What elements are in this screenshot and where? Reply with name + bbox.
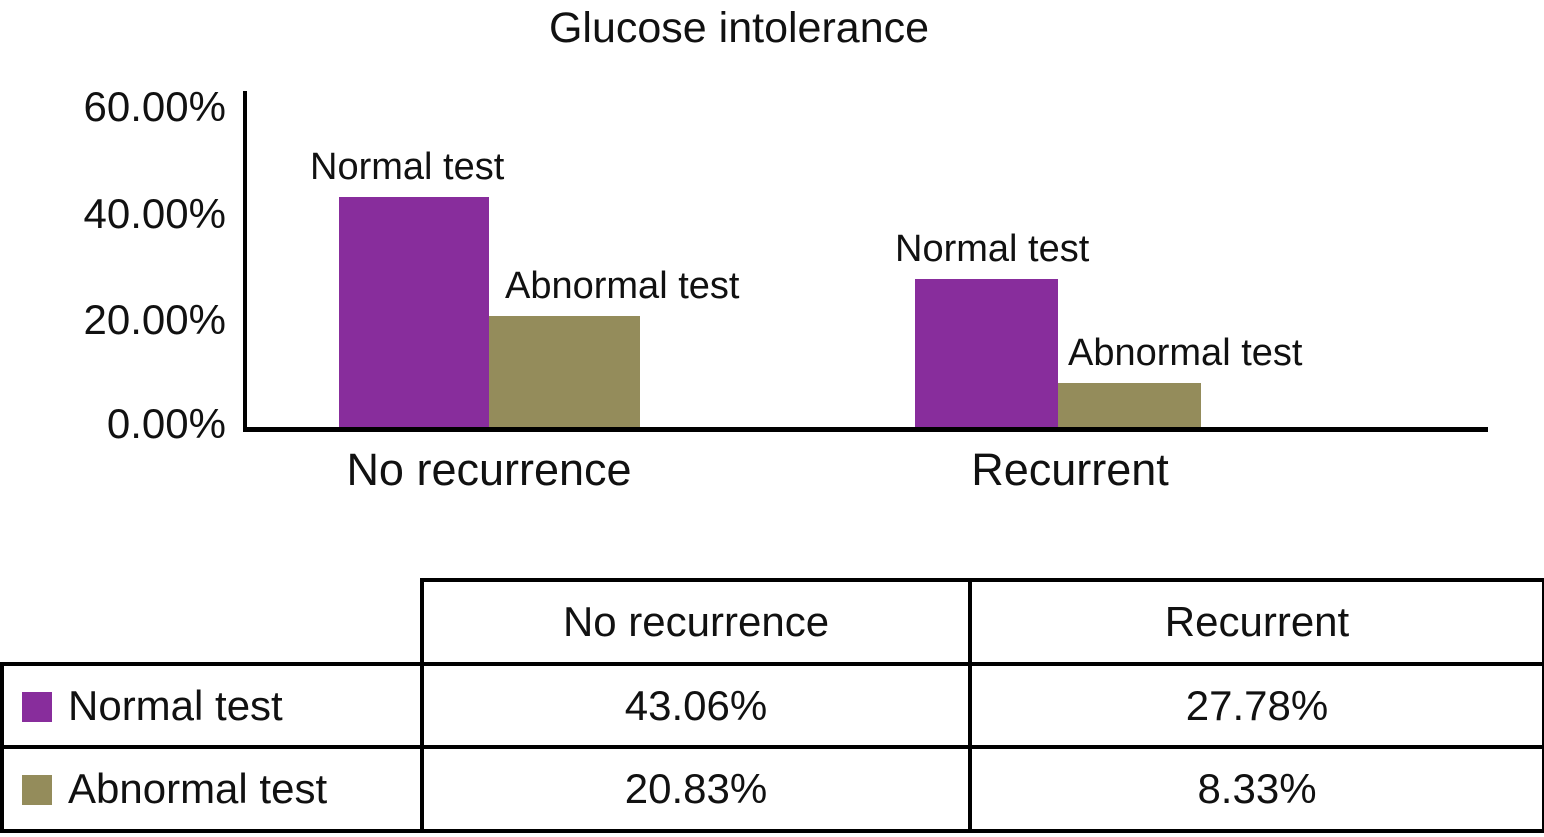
bar-label-abnormal-test-2: Abnormal test — [1068, 332, 1303, 374]
y-tick-20: 20.00% — [83, 296, 226, 343]
x-category-recurrent: Recurrent — [971, 444, 1169, 495]
table-row-abnormal-test: Abnormal test 20.83% 8.33% — [0, 745, 1544, 833]
row-label-cell-abnormal-test: Abnormal test — [0, 745, 424, 833]
value-normal-no-recurrence: 43.06% — [420, 662, 972, 749]
table-row-normal-test: Normal test 43.06% 27.78% — [0, 662, 1544, 749]
y-tick-40: 40.00% — [83, 190, 226, 237]
chart-title: Glucose intolerance — [548, 4, 930, 52]
bar-label-abnormal-test-1: Abnormal test — [505, 265, 740, 307]
y-tick-60: 60.00% — [83, 83, 226, 130]
value-normal-recurrent: 27.78% — [968, 662, 1544, 749]
plot-area: Normal test Abnormal test Normal test Ab… — [310, 146, 1303, 427]
y-axis-line — [243, 91, 247, 431]
bar-no-recurrence-abnormal-test — [489, 316, 640, 427]
normal-test-legend-swatch — [22, 691, 52, 722]
value-abnormal-recurrent: 8.33% — [968, 745, 1544, 833]
value-abnormal-no-recurrence: 20.83% — [420, 745, 972, 833]
table-header-row: No recurrence Recurrent — [2, 578, 1544, 666]
y-tick-0: 0.00% — [106, 400, 226, 447]
table-corner-cell — [2, 580, 422, 664]
abnormal-test-legend-swatch — [22, 775, 52, 805]
bar-label-normal-test-2: Normal test — [895, 228, 1090, 270]
bar-no-recurrence-normal-test — [339, 197, 489, 427]
data-table: No recurrence Recurrent Normal test 43.0… — [0, 578, 1544, 833]
bar-recurrent-abnormal-test — [1058, 383, 1201, 427]
bar-recurrent-normal-test — [915, 279, 1058, 427]
row-label-normal-test: Normal test — [68, 681, 283, 729]
bar-label-normal-test-1: Normal test — [310, 146, 505, 188]
row-label-cell-normal-test: Normal test — [0, 662, 424, 749]
table-header-no-recurrence: No recurrence — [420, 578, 972, 666]
table-header-recurrent: Recurrent — [968, 578, 1544, 666]
x-axis-line — [243, 427, 1488, 432]
x-category-no-recurrence: No recurrence — [346, 444, 632, 495]
row-label-abnormal-test: Abnormal test — [68, 765, 328, 812]
bar-chart: Glucose intolerance 60.00% 40.00% 20.00%… — [83, 4, 1488, 495]
